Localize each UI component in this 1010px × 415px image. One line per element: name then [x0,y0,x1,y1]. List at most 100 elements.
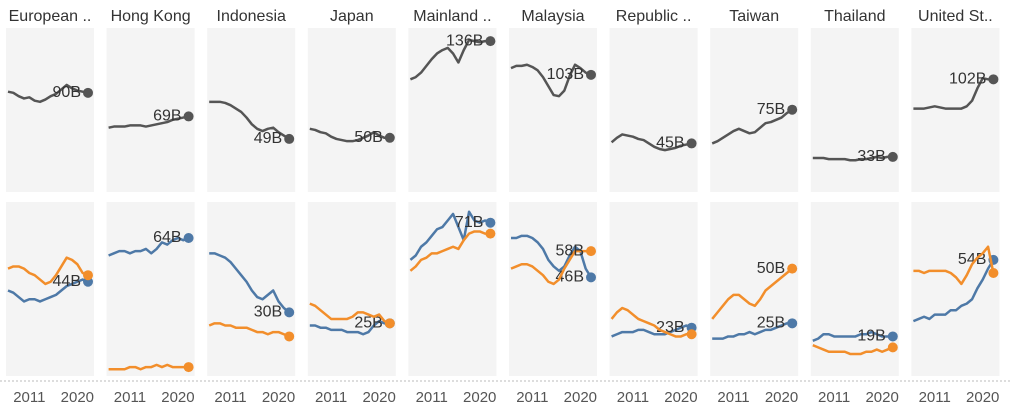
value-label: 136B [446,32,483,49]
x-tick-label: 2011 [516,389,548,406]
value-label: 50B [757,260,785,277]
panel-title: Japan [330,8,374,25]
x-tick-label: 2020 [664,389,697,406]
value-label: 75B [757,101,785,118]
x-tick-label: 2020 [765,389,798,406]
value-label: 30B [254,304,282,321]
series-line [510,249,591,286]
end-point [485,217,496,228]
end-point [384,318,395,329]
end-point [887,331,898,342]
panel-background [609,28,698,192]
series-line [7,278,89,303]
panel-background [106,28,195,192]
end-point [887,342,898,353]
x-tick-label: 2011 [717,389,749,406]
x-tick-label: 2020 [865,389,898,406]
series-line [309,127,390,143]
end-point [988,74,999,85]
value-label: 64B [153,229,181,246]
end-point [485,36,496,47]
series-line [812,330,893,342]
x-tick-label: 2011 [919,389,951,406]
series-line [511,234,593,279]
series-line [812,155,893,162]
panel-background [810,28,899,192]
x-tick-label: 2011 [13,389,45,406]
series-line [108,363,189,371]
x-tick-label: 2020 [61,389,94,406]
panel-background [307,28,396,192]
panel-title: Thailand [824,8,885,25]
panel-background [810,202,899,376]
panel-background [911,28,1000,192]
x-tick-label: 2011 [416,389,448,406]
series-line [409,210,491,261]
end-point [787,104,798,115]
panel-background [609,202,698,376]
series-line [108,236,190,257]
series-line [309,319,390,336]
end-point [586,246,596,257]
value-label: 71B [455,214,483,231]
panel-title: Mainland .. [413,8,491,25]
series-line [610,133,692,152]
end-point [183,111,194,122]
end-point [787,263,798,274]
series-line [912,259,995,323]
end-point [787,318,798,329]
value-label: 45B [656,135,684,152]
series-line [409,230,491,272]
series-line [510,63,592,98]
x-tick-label: 2020 [463,389,496,406]
series-line [7,256,89,286]
end-point [586,272,596,283]
value-label: 49B [254,130,282,147]
panel-background [207,28,296,192]
series-line [812,344,894,356]
series-line [409,38,491,81]
panel-title: Malaysia [521,8,584,25]
value-label: 103B [547,66,584,83]
panel-background [911,202,1000,376]
end-point [183,233,194,243]
panel-title: Hong Kong [111,8,191,25]
end-point [988,268,999,278]
end-point [384,132,395,143]
end-point [284,133,295,144]
x-tick-label: 2011 [617,389,649,406]
panel-background [6,202,94,376]
x-tick-label: 2020 [362,389,395,406]
x-tick-label: 2011 [214,389,246,406]
x-tick-label: 2011 [114,389,146,406]
value-label: 44B [53,273,81,290]
value-label: 102B [949,71,986,88]
series-line [711,108,793,145]
panel-title: European .. [9,8,92,25]
panel-background [710,202,799,376]
value-label: 33B [857,148,885,165]
panel-title: Indonesia [217,8,286,25]
value-label: 25B [757,315,785,332]
series-line [611,324,693,338]
end-point [887,151,898,162]
end-point [485,228,496,239]
series-line [610,306,692,338]
value-label: 50B [354,129,382,146]
series-line [7,83,89,104]
end-point [83,270,93,281]
end-point [83,87,93,98]
panel-title: Taiwan [729,8,779,25]
value-label: 19B [857,328,885,345]
series-line [309,302,391,325]
series-line [712,322,793,340]
x-tick-label: 2020 [966,389,999,406]
panel-background [509,28,597,192]
series-line [208,322,290,338]
end-point [284,331,295,342]
series-line [209,100,290,140]
panel-background [6,28,94,192]
series-line [913,76,994,110]
end-point [686,329,697,340]
